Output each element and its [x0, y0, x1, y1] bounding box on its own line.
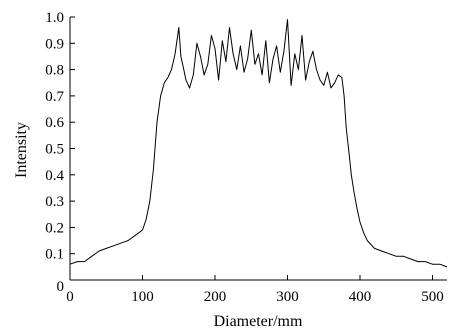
x-tick-label: 300: [276, 289, 299, 305]
y-tick-label: 0.2: [45, 220, 64, 236]
x-tick-label: 0: [66, 289, 74, 305]
series-group: [69, 19, 448, 268]
y-tick-label: 0.6: [45, 115, 64, 131]
y-tick-label: 0.1: [45, 247, 64, 263]
x-tick-label: 100: [131, 289, 154, 305]
x-tick-label: 400: [349, 289, 372, 305]
y-tick-label: 0.8: [45, 63, 64, 79]
y-tick-label: 0.5: [45, 142, 64, 158]
y-tick-label: 0.3: [45, 194, 64, 210]
y-axis-label: Intensity: [13, 122, 30, 178]
y-tick-label: 0.9: [45, 36, 64, 52]
y-tick-label: 0.7: [45, 89, 64, 105]
x-axis-label: Diameter/mm: [214, 313, 303, 330]
x-tick-label: 200: [204, 289, 227, 305]
x-tick-label: 500: [421, 289, 444, 305]
tick-marks: [69, 16, 433, 281]
y-tick-label: 0: [57, 279, 65, 295]
y-tick-label: 0.4: [45, 168, 64, 184]
intensity-series-line: [69, 19, 448, 268]
y-tick-label: 1.0: [45, 10, 64, 26]
tick-labels: 0 100 200 300 400 500 0 0.1 0.2 0.3 0.4 0.5 0.6 0.7 0.…: [45, 10, 444, 305]
